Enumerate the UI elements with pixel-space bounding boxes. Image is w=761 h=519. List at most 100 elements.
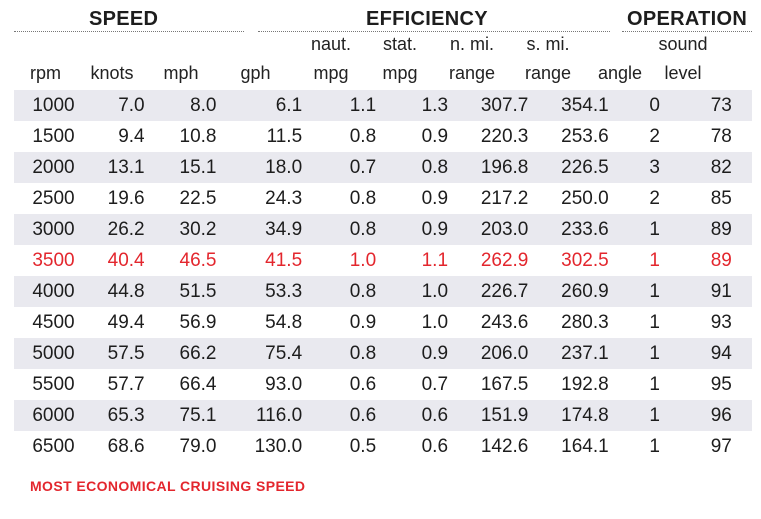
cell-angle: 1: [618, 400, 691, 431]
cell-stat-mpg: 1.0: [421, 312, 449, 333]
cell-s-mi-range: 354.1: [538, 90, 619, 121]
cell-stat-mpg: 0.6: [386, 400, 459, 431]
cell-sound: 97: [710, 436, 732, 457]
table-row-highlighted: 3500 40.4 46.5 41.5 1.0 1.1 262.9 302.5 1 89: [14, 245, 752, 276]
cell-gph: 93.0: [265, 374, 303, 395]
cell-mph: 10.8: [179, 126, 217, 147]
cell-rpm: 3000: [14, 214, 81, 245]
cell-s-mi-range: 237.1: [538, 338, 619, 369]
cell-n-mi-range: 262.9: [480, 250, 529, 271]
group-title-efficiency: EFFICIENCY: [258, 8, 610, 34]
cell-rpm: 5500: [32, 374, 75, 395]
cell-stat-mpg: 0.7: [421, 374, 449, 395]
cell-stat-mpg: 1.3: [386, 90, 459, 121]
cell-rpm: 6500: [32, 436, 75, 457]
cell-angle: 1: [649, 250, 660, 271]
header-s-mi-range-line2: range: [524, 63, 572, 83]
header-rpm-line2: rpm: [30, 63, 61, 83]
cell-stat-mpg: 0.9: [421, 126, 449, 147]
header-angle-line2: angle: [597, 63, 643, 83]
footnote: MOST ECONOMICAL CRUISING SPEED: [30, 478, 306, 494]
group-title-operation: OPERATION: [622, 8, 752, 34]
table-row: 1500 9.4 10.8 11.5 0.8 0.9 220.3 253.6 2 78: [14, 121, 752, 152]
cell-stat-mpg: 0.8: [386, 152, 459, 183]
cell-gph: 24.3: [265, 188, 303, 209]
table-row: 6000 65.3 75.1 116.0 0.6 0.6 151.9 174.8 1 96: [14, 400, 752, 431]
group-label-efficiency: EFFICIENCY: [366, 8, 488, 30]
cell-mph: 30.2: [154, 214, 227, 245]
cell-gph: 18.0: [226, 152, 313, 183]
cell-knots: 49.4: [107, 312, 145, 333]
cell-naut-mpg: 0.9: [349, 312, 377, 333]
cell-gph: 11.5: [266, 126, 303, 147]
cell-angle: 2: [649, 126, 660, 147]
cell-sound: 93: [710, 312, 732, 333]
cell-angle: 1: [649, 436, 660, 457]
group-title-speed: SPEED: [14, 8, 244, 34]
cell-knots: 57.7: [107, 374, 145, 395]
cell-rpm: 1500: [32, 126, 75, 147]
header-gph-line2: gph: [240, 63, 271, 83]
group-divider-speed: [14, 31, 244, 32]
cell-sound: 91: [690, 276, 752, 307]
header-gph: gph: [215, 34, 296, 84]
cell-gph: 54.8: [265, 312, 303, 333]
cell-mph: 75.1: [154, 400, 227, 431]
header-sound-line1: sound: [658, 34, 708, 54]
cell-naut-mpg: 0.6: [312, 400, 387, 431]
header-n-mi-range: n. mi. range: [434, 34, 510, 84]
cell-sound: 94: [690, 338, 752, 369]
cell-angle: 2: [649, 188, 660, 209]
cell-angle: 1: [618, 276, 691, 307]
cell-n-mi-range: 220.3: [480, 126, 529, 147]
cell-angle: 0: [618, 90, 691, 121]
cell-s-mi-range: 250.0: [561, 188, 609, 209]
cell-s-mi-range: 233.6: [538, 214, 619, 245]
cell-knots: 57.5: [80, 338, 155, 369]
header-angle: angle: [586, 34, 654, 84]
cell-stat-mpg: 0.9: [421, 188, 449, 209]
header-naut-mpg: naut. mpg: [296, 34, 366, 84]
cell-mph: 51.5: [154, 276, 227, 307]
table-row: 5500 57.7 66.4 93.0 0.6 0.7 167.5 192.8 1 95: [14, 369, 752, 400]
cell-s-mi-range: 192.8: [561, 374, 609, 395]
cell-s-mi-range: 164.1: [561, 436, 609, 457]
cell-gph: 34.9: [226, 214, 313, 245]
table-body: 1000 7.0 8.0 6.1 1.1 1.3 307.7 354.1 0 73 1500 9.4 1…: [14, 90, 752, 462]
header-mph-line2: mph: [163, 63, 199, 83]
table-row: 4500 49.4 56.9 54.8 0.9 1.0 243.6 280.3 1 93: [14, 307, 752, 338]
cell-sound: 73: [690, 90, 752, 121]
cell-gph: 130.0: [254, 436, 303, 457]
header-rpm: rpm: [14, 34, 77, 84]
cell-angle: 1: [618, 338, 691, 369]
cell-s-mi-range: 174.8: [538, 400, 619, 431]
cell-stat-mpg: 0.9: [386, 338, 459, 369]
cell-s-mi-range: 253.6: [561, 126, 609, 147]
header-sound-line2: level: [664, 63, 702, 83]
cell-gph: 53.3: [226, 276, 313, 307]
cell-knots: 13.1: [80, 152, 155, 183]
cell-n-mi-range: 217.2: [480, 188, 529, 209]
cell-naut-mpg: 0.8: [312, 338, 387, 369]
cell-n-mi-range: 226.7: [458, 276, 539, 307]
group-label-operation: OPERATION: [627, 8, 748, 30]
cell-naut-mpg: 0.8: [349, 188, 377, 209]
cell-sound: 82: [690, 152, 752, 183]
cell-rpm: 4000: [14, 276, 81, 307]
cell-knots: 68.6: [107, 436, 145, 457]
cell-naut-mpg: 0.5: [349, 436, 377, 457]
table-row: 3000 26.2 30.2 34.9 0.8 0.9 203.0 233.6 1 89: [14, 214, 752, 245]
header-s-mi-range-line1: s. mi.: [526, 34, 570, 54]
cell-n-mi-range: 206.0: [458, 338, 539, 369]
cell-sound: 78: [710, 126, 732, 147]
header-mph: mph: [147, 34, 215, 84]
cell-naut-mpg: 1.1: [312, 90, 387, 121]
cell-s-mi-range: 226.5: [538, 152, 619, 183]
table-row: 6500 68.6 79.0 130.0 0.5 0.6 142.6 164.1 1 97: [14, 431, 752, 462]
cell-naut-mpg: 1.0: [349, 250, 377, 271]
cell-angle: 1: [618, 214, 691, 245]
table-row: 2500 19.6 22.5 24.3 0.8 0.9 217.2 250.0 2 85: [14, 183, 752, 214]
cell-mph: 66.4: [179, 374, 217, 395]
cell-gph: 6.1: [226, 90, 313, 121]
cell-rpm: 4500: [32, 312, 75, 333]
